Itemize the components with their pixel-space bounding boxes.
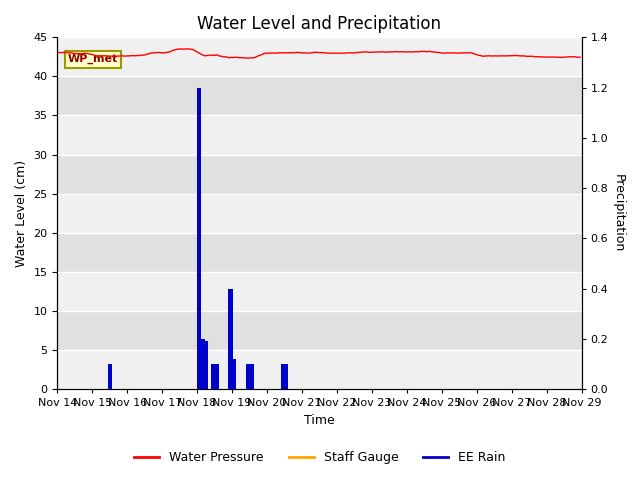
Bar [200,339,205,389]
Bar [228,288,232,389]
Bar [211,364,215,389]
Bar [246,364,250,389]
Bar [284,364,289,389]
Bar [108,364,112,389]
Bar [58,155,582,193]
Bar [58,37,582,76]
Bar [249,364,253,389]
X-axis label: Time: Time [304,414,335,427]
Legend: Water Pressure, Staff Gauge, EE Rain: Water Pressure, Staff Gauge, EE Rain [129,446,511,469]
Bar [58,233,582,272]
Text: WP_met: WP_met [68,54,118,64]
Y-axis label: Water Level (cm): Water Level (cm) [15,160,28,267]
Bar [58,272,582,311]
Bar [58,311,582,350]
Y-axis label: Precipitation: Precipitation [612,174,625,252]
Bar [58,350,582,389]
Bar [280,364,285,389]
Bar [214,364,219,389]
Bar [232,359,236,389]
Bar [196,87,201,389]
Bar [58,76,582,116]
Title: Water Level and Precipitation: Water Level and Precipitation [198,15,442,33]
Bar [204,341,208,389]
Bar [58,193,582,233]
Bar [58,116,582,155]
